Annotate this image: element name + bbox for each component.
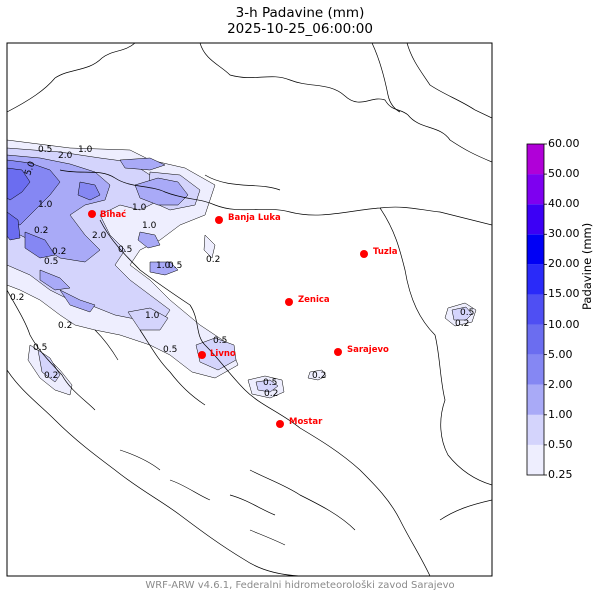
contour-label: 0.2 xyxy=(34,226,48,236)
contour-label: 0.5 xyxy=(263,378,277,388)
colorbar-segment xyxy=(527,324,544,355)
city-marker-bihac xyxy=(88,210,96,218)
colorbar-segment xyxy=(527,294,544,325)
map-title: 3-h Padavine (mm) xyxy=(235,5,365,21)
map-timestamp: 2025-10-25_06:00:00 xyxy=(227,21,373,37)
contour-label: 0.2 xyxy=(455,319,469,329)
footer-credit: WRF-ARW v4.6.1, Federalni hidrometeorolo… xyxy=(145,580,455,591)
colorbar-segment xyxy=(527,204,544,235)
colorbar-segment xyxy=(527,414,544,445)
contour-label: 0.5 xyxy=(44,257,58,267)
city-marker-mostar xyxy=(276,420,284,428)
contour-label: 1.0 xyxy=(38,200,53,210)
city-marker-zenica xyxy=(285,298,293,306)
contour-label: 0.2 xyxy=(10,293,24,303)
cities: Bihać Banja Luka Tuzla Zenica Sarajevo L… xyxy=(88,209,398,428)
colorbar-segment xyxy=(527,384,544,415)
colorbar-tick-label: 1.00 xyxy=(548,407,573,421)
contour-label: 0.2 xyxy=(264,389,278,399)
city-label-bihac: Bihać xyxy=(100,209,126,220)
contour-label: 2.0 xyxy=(58,151,73,161)
colorbar-segment xyxy=(527,174,544,205)
colorbar-tick-label: 50.00 xyxy=(548,167,580,181)
contour-label: 1.0 xyxy=(132,203,147,213)
colorbar-tick-label: 15.00 xyxy=(548,287,580,301)
colorbar-tick-label: 5.00 xyxy=(548,347,573,361)
city-label-zenica: Zenica xyxy=(298,295,330,305)
map-frame xyxy=(6,42,493,577)
city-label-mostar: Mostar xyxy=(289,417,323,427)
contour-label: 0.2 xyxy=(52,247,66,257)
colorbar-segment xyxy=(527,354,544,385)
contour-label: 0.5 xyxy=(33,343,47,353)
city-marker-livno xyxy=(198,351,206,359)
colorbar-tick-label: 10.00 xyxy=(548,317,580,331)
colorbar-frame xyxy=(526,143,545,476)
colorbar-tick-label: 60.00 xyxy=(548,137,580,150)
colorbar-segment xyxy=(527,264,544,295)
city-label-sarajevo: Sarajevo xyxy=(347,345,389,355)
colorbar-tick-label: 40.00 xyxy=(548,197,580,211)
contour-label: 0.5 xyxy=(38,145,52,155)
contour-label: 2.0 xyxy=(92,231,107,241)
contour-label: 0.5 xyxy=(163,345,177,355)
colorbar xyxy=(526,143,547,476)
contour-label: 0.5 xyxy=(460,308,474,318)
contour-label: 0.5 xyxy=(213,336,227,346)
colorbar-segment xyxy=(527,444,544,475)
city-marker-sarajevo xyxy=(334,348,342,356)
map-area xyxy=(7,43,492,576)
city-label-banja-luka: Banja Luka xyxy=(228,213,281,223)
contour-label: 1.0 xyxy=(156,261,171,271)
contour-label: 0.5 xyxy=(168,261,182,271)
precip-band-500 xyxy=(7,167,31,241)
colorbar-tick-label: 30.00 xyxy=(548,227,580,241)
colorbar-title: Padavine (mm) xyxy=(580,222,594,310)
colorbar-tick-label: 2.00 xyxy=(548,377,573,391)
colorbar-segment xyxy=(527,144,544,175)
city-label-tuzla: Tuzla xyxy=(373,247,398,257)
colorbar-tick-label: 20.00 xyxy=(548,257,580,271)
contour-label: 5.0 xyxy=(23,160,37,177)
contour-label: 0.2 xyxy=(206,255,220,265)
contour-label: 1.0 xyxy=(142,221,157,231)
contour-label: 1.0 xyxy=(78,145,93,155)
colorbar-tick-label: 0.50 xyxy=(548,437,573,451)
city-label-livno: Livno xyxy=(210,349,236,359)
contour-label: 0.2 xyxy=(44,371,58,381)
city-marker-banja-luka xyxy=(215,216,223,224)
contour-label: 0.2 xyxy=(312,371,326,381)
contour-label: 0.5 xyxy=(118,245,132,255)
islands xyxy=(94,329,286,546)
borders xyxy=(7,43,492,576)
colorbar-segment xyxy=(527,234,544,265)
colorbar-tick-label: 0.25 xyxy=(548,468,573,481)
contour-labels: 0.5 2.0 1.0 5.0 1.0 1.0 0.2 2.0 1.0 0.2 … xyxy=(10,145,474,399)
city-marker-tuzla xyxy=(360,250,368,258)
contour-label: 0.2 xyxy=(58,321,72,331)
contour-label: 1.0 xyxy=(145,311,160,321)
